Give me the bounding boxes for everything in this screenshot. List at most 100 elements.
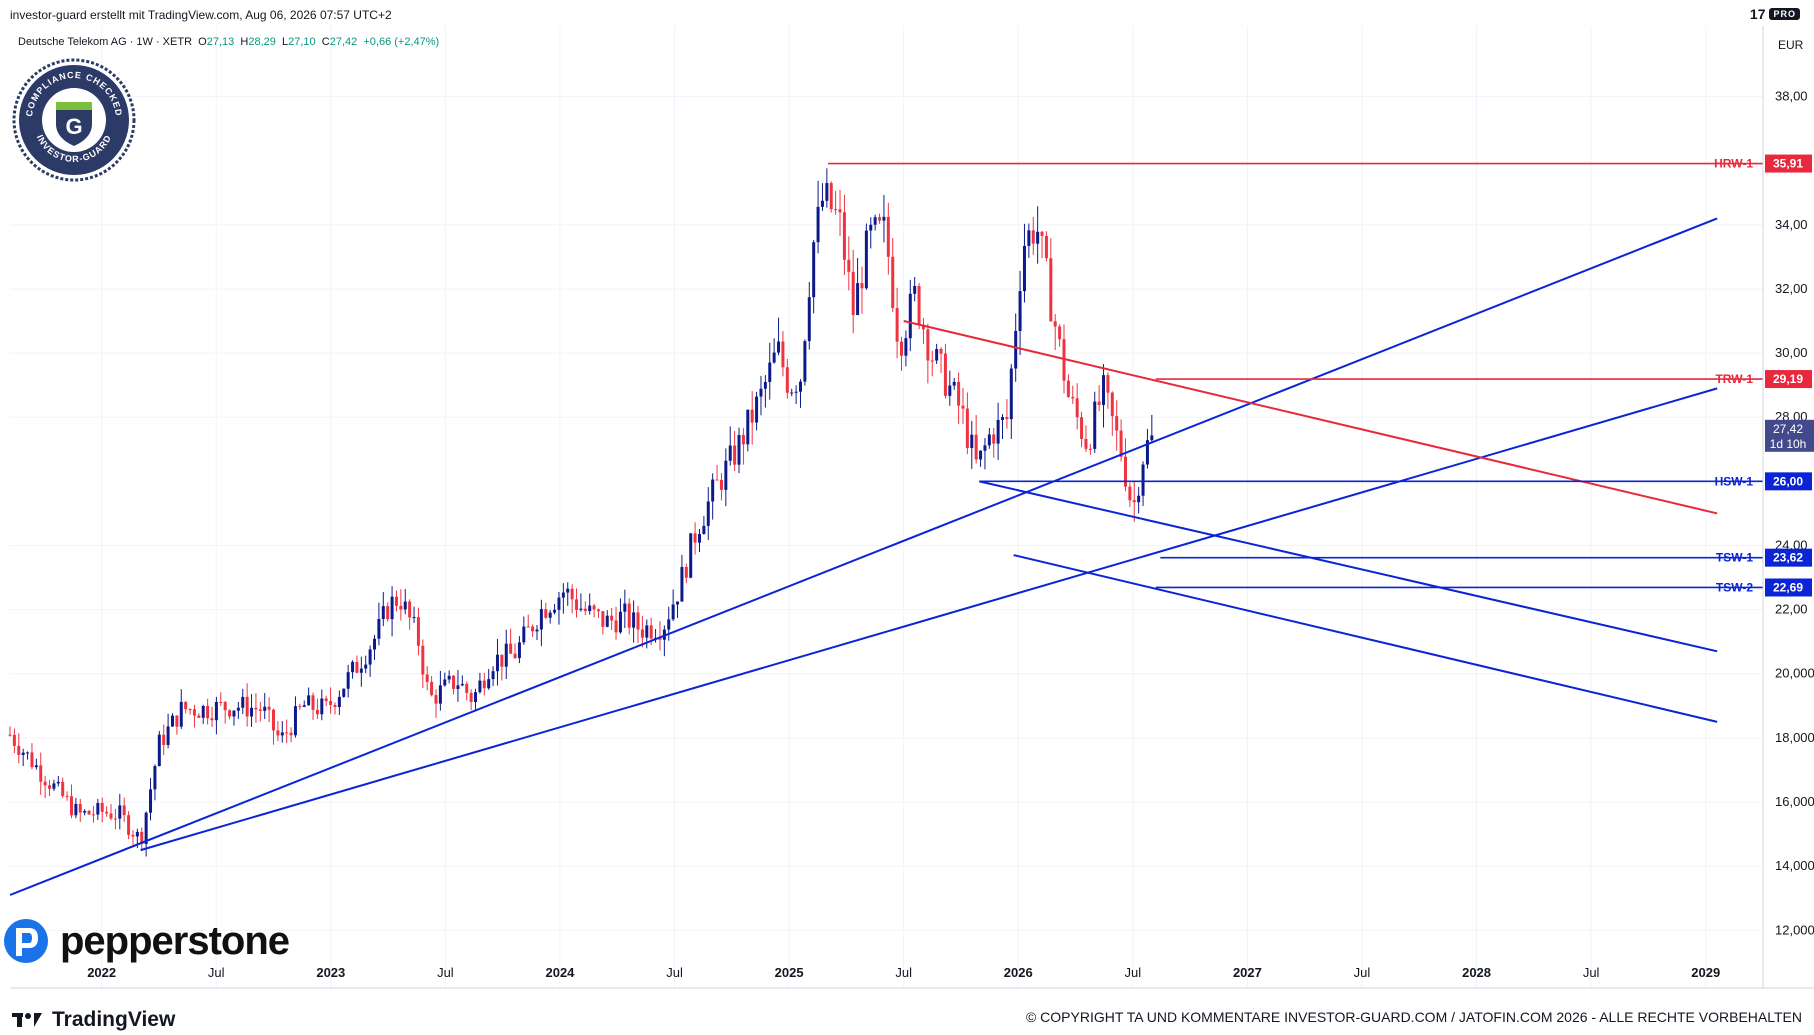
candle-body [553, 609, 557, 613]
candle-body [425, 674, 429, 682]
candle-body [175, 715, 179, 727]
candle-body [386, 606, 390, 620]
candle-body [293, 706, 297, 736]
candle-body [873, 217, 877, 225]
candle-body [56, 781, 60, 784]
candle-body [531, 626, 535, 632]
candle-body [1128, 486, 1132, 501]
candle-body [364, 664, 368, 669]
change-value: +0,66 (+2,47%) [363, 36, 440, 48]
candle-body [544, 609, 548, 618]
candle-body [495, 654, 499, 672]
candle-body [719, 479, 723, 490]
low-value: 27,10 [288, 36, 316, 48]
candle-body [346, 672, 350, 689]
candle-body [601, 611, 605, 627]
candle-body [394, 596, 398, 606]
price-tag-value: 35,91 [1773, 157, 1803, 171]
candle-body [992, 434, 996, 444]
candle-body [825, 183, 829, 201]
candle-body [772, 352, 776, 363]
candle-body [390, 596, 394, 620]
candle-body [210, 718, 214, 721]
candle-body [474, 692, 478, 703]
candle-body [842, 212, 846, 260]
candle-body [750, 409, 754, 423]
candle-body [834, 209, 838, 211]
candle-body [355, 661, 359, 673]
candle-body [333, 704, 337, 708]
tradingview-pro-logo[interactable]: 17 PRO [1750, 6, 1800, 22]
candle-body [408, 601, 412, 618]
candle-body [65, 795, 69, 797]
candle-body [768, 362, 772, 382]
price-tag-value: 29,19 [1773, 372, 1803, 386]
candle-body [34, 765, 38, 768]
candle-body [307, 695, 311, 706]
chart-caption: investor-guard erstellt mit TradingView.… [10, 8, 392, 22]
candle-body [1088, 448, 1092, 450]
candle-body [337, 696, 341, 708]
candle-body [157, 734, 161, 767]
candle-body [184, 701, 188, 710]
candle-body [228, 710, 232, 717]
candle-body [342, 688, 346, 697]
candle-body [706, 501, 710, 526]
candle-body [109, 813, 113, 819]
candle-body [61, 781, 65, 796]
candle-body [851, 271, 855, 316]
candle-body [381, 606, 385, 619]
candle-body [302, 705, 306, 707]
candle-body [87, 810, 91, 815]
price-tick-label: 34,00 [1775, 217, 1808, 232]
candle-body [513, 653, 517, 659]
candle-body [935, 349, 939, 361]
candle-body [864, 230, 868, 289]
candle-body [188, 709, 192, 711]
level-name: TSW-1 [1716, 551, 1753, 565]
candle-body [921, 324, 925, 330]
symbol-name[interactable]: Deutsche Telekom AG · 1W · XETR [18, 36, 193, 48]
time-tick-label: Jul [1354, 965, 1371, 980]
candle-body [900, 341, 904, 356]
tradingview-wordmark: TradingView [52, 1008, 176, 1031]
candle-body [891, 256, 895, 308]
candle-body [113, 818, 117, 820]
candle-body [412, 617, 416, 619]
candle-body [996, 419, 1000, 444]
candle-body [1014, 330, 1018, 369]
candle-body [26, 752, 30, 754]
tradingview-footer-logo[interactable]: TradingView [12, 1008, 175, 1032]
candle-body [74, 803, 78, 816]
candle-body [548, 612, 552, 618]
candle-body [214, 701, 218, 721]
tradingview-icon [12, 1013, 42, 1027]
candle-body [987, 434, 991, 446]
candle-body [627, 603, 631, 628]
level-name: HSW-1 [1715, 474, 1754, 488]
candle-body [588, 605, 592, 612]
candle-body [12, 734, 16, 746]
candle-body [614, 620, 618, 633]
candle-body [689, 533, 693, 578]
candle-body [83, 810, 87, 813]
symbol-ohlc-line[interactable]: Deutsche Telekom AG · 1W · XETR O27,13 H… [18, 36, 440, 48]
candle-body [48, 785, 52, 789]
candle-body [640, 629, 644, 638]
candle-body [236, 707, 240, 711]
candle-body [1110, 392, 1114, 417]
candle-body [798, 381, 802, 392]
support-trendline [9, 217, 1718, 896]
level-name: TRW-1 [1715, 372, 1753, 386]
time-tick-label: Jul [1125, 965, 1142, 980]
candle-body [763, 381, 767, 389]
currency-label[interactable]: EUR [1778, 38, 1804, 52]
candle-body [118, 805, 122, 819]
candle-body [478, 680, 482, 693]
candle-body [737, 435, 741, 465]
candle-body [904, 338, 908, 356]
price-tag-value: 26,00 [1773, 474, 1803, 488]
candle-body [605, 615, 609, 627]
candle-body [1102, 375, 1106, 405]
